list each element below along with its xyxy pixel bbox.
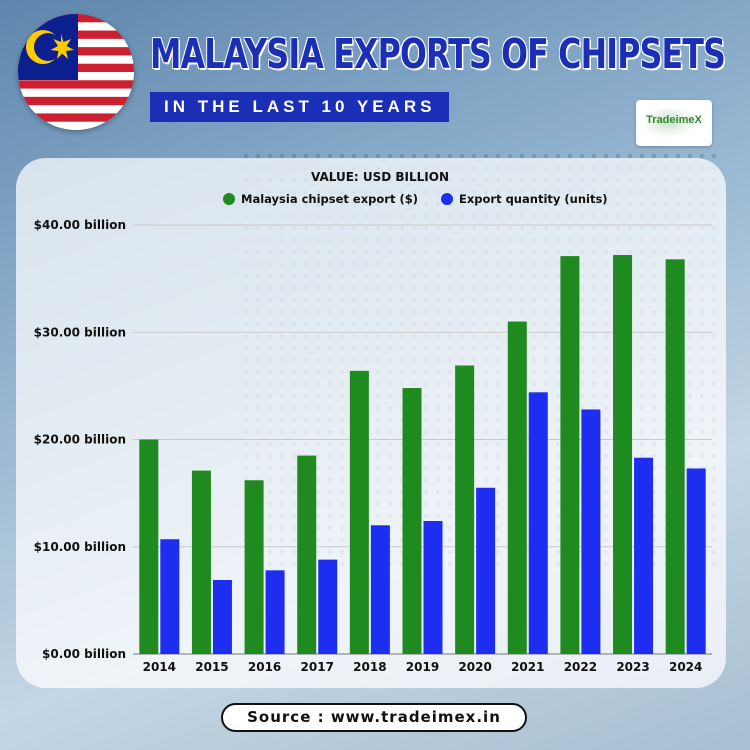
logo-text: TradeimeX bbox=[646, 114, 702, 126]
x-tick-label: 2018 bbox=[353, 660, 386, 674]
x-tick-label: 2016 bbox=[248, 660, 281, 674]
bar-export-value bbox=[297, 455, 317, 654]
bars bbox=[139, 255, 706, 654]
bar-export-quantity bbox=[318, 559, 338, 654]
legend-label: Malaysia chipset export ($) bbox=[241, 192, 418, 206]
bar-export-value bbox=[613, 255, 633, 654]
bar-export-quantity bbox=[423, 521, 443, 654]
source-label: Source : www.tradeimex.in bbox=[221, 703, 527, 732]
x-axis-ticks: 2014 2015 2016 2017 2018 2019 2020 2021 2022 2023… bbox=[143, 660, 703, 674]
bar-export-quantity bbox=[265, 570, 285, 654]
x-tick-label: 2014 bbox=[143, 660, 176, 674]
y-tick-label: $40.00 billion bbox=[34, 218, 126, 232]
y-tick-label: $0.00 billion bbox=[42, 647, 126, 661]
bar-export-value bbox=[191, 470, 211, 654]
y-tick-label: $10.00 billion bbox=[34, 540, 126, 554]
bar-export-quantity bbox=[528, 392, 548, 654]
bar-export-quantity bbox=[581, 409, 601, 654]
bar-export-value bbox=[507, 321, 527, 654]
bar-export-quantity bbox=[476, 487, 496, 654]
legend-marker bbox=[441, 193, 453, 205]
bar-export-quantity bbox=[686, 468, 706, 654]
flag-stripe bbox=[18, 80, 134, 90]
bar-export-quantity bbox=[160, 539, 180, 654]
bar-export-value bbox=[455, 365, 475, 654]
tradeimex-logo: TradeimeX bbox=[636, 100, 712, 146]
page-subtitle: IN THE LAST 10 YEARS bbox=[150, 92, 450, 122]
bar-export-value bbox=[402, 388, 422, 654]
bar-export-quantity bbox=[370, 525, 390, 654]
x-tick-label: 2015 bbox=[195, 660, 228, 674]
bar-export-value bbox=[244, 480, 264, 654]
bar-export-quantity bbox=[212, 579, 232, 654]
flag-stripe bbox=[18, 96, 134, 106]
bar-export-quantity bbox=[634, 457, 654, 654]
chart-subtitle: VALUE: USD BILLION bbox=[311, 170, 449, 184]
y-axis-ticks: $0.00 billion $10.00 billion $20.00 billio… bbox=[34, 218, 126, 661]
bar-export-value bbox=[560, 256, 580, 654]
x-tick-label: 2017 bbox=[301, 660, 334, 674]
legend: Malaysia chipset export ($) Export quanti… bbox=[223, 192, 608, 206]
legend-marker bbox=[223, 193, 235, 205]
flag-stripe bbox=[18, 88, 134, 98]
y-tick-label: $20.00 billion bbox=[34, 433, 126, 447]
bar-export-value bbox=[665, 259, 685, 654]
x-tick-label: 2022 bbox=[564, 660, 597, 674]
world-map-icon bbox=[646, 104, 702, 140]
bar-export-value bbox=[349, 370, 369, 654]
x-tick-label: 2024 bbox=[669, 660, 702, 674]
page-title: MALAYSIA EXPORTS OF CHIPSETS bbox=[150, 30, 726, 78]
malaysia-flag-icon bbox=[18, 14, 134, 130]
flag-stripe bbox=[18, 113, 134, 123]
x-tick-label: 2023 bbox=[616, 660, 649, 674]
y-tick-label: $30.00 billion bbox=[34, 325, 126, 339]
flag-stripe bbox=[18, 121, 134, 130]
x-tick-label: 2019 bbox=[406, 660, 439, 674]
legend-label: Export quantity (units) bbox=[459, 192, 608, 206]
x-tick-label: 2021 bbox=[511, 660, 544, 674]
flag-stripe bbox=[18, 105, 134, 114]
bar-export-value bbox=[139, 439, 159, 654]
x-tick-label: 2020 bbox=[458, 660, 491, 674]
